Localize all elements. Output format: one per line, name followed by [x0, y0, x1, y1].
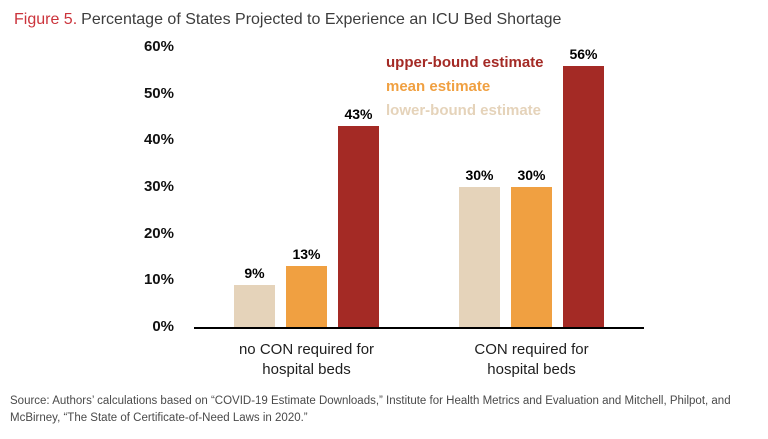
category-label: CON required for hospital beds: [474, 341, 589, 378]
legend-item-mean-estimate: mean estimate: [386, 78, 491, 95]
bar-value-label: 30%: [465, 167, 494, 183]
bar-slot: 30%: [459, 167, 500, 327]
source-note: Source: Authors’ calculations based on “…: [10, 395, 731, 425]
chart-title: Figure 5. Percentage of States Projected …: [0, 0, 768, 30]
y-tick-label: 20%: [143, 224, 174, 242]
bar-cluster: 9% 13% 43%: [234, 47, 379, 327]
bar-mean-estimate: [511, 187, 552, 327]
bar-slot: 9%: [234, 265, 275, 327]
bar-value-label: 43%: [344, 106, 373, 123]
bar-slot: 56%: [563, 46, 604, 327]
bar-chart: 60% 50% 40% 30% 20% 10% 0% upper-bound estimat…: [122, 38, 768, 379]
bar-value-label: 9%: [244, 265, 265, 281]
bar-lower-bound-estimate: [459, 187, 500, 327]
bar-group: 30% 30% 56% CON required for hospital beds: [459, 46, 604, 379]
y-axis: 60% 50% 40% 30% 20% 10% 0%: [122, 38, 184, 335]
bar-groups: 9% 13% 43% no CON required for hospital bed…: [194, 46, 644, 379]
bar-slot: 30%: [511, 167, 552, 327]
x-axis-line: [194, 327, 644, 329]
figure-label: Figure 5.: [14, 11, 78, 28]
bar-group: 9% 13% 43% no CON required for hospital bed…: [234, 47, 379, 379]
y-tick-label: 10%: [143, 271, 174, 289]
legend: upper-bound estimate mean estimate lower-b…: [386, 51, 544, 123]
title-text: Percentage of States Projected to Experi…: [81, 11, 562, 28]
bar-mean-estimate: [286, 266, 327, 327]
y-tick-label: 50%: [143, 84, 174, 102]
y-tick-label: 0%: [152, 318, 174, 335]
plot-area: upper-bound estimate mean estimate lower-b…: [194, 46, 644, 379]
bar-lower-bound-estimate: [234, 285, 275, 327]
bar-upper-bound-estimate: [338, 126, 379, 327]
bar-value-label: 13%: [292, 246, 321, 263]
bar-value-label: 30%: [517, 167, 546, 183]
bar-upper-bound-estimate: [563, 65, 604, 327]
bar-slot: 13%: [286, 246, 327, 327]
y-tick-label: 40%: [143, 131, 174, 149]
bar-slot: 43%: [338, 106, 379, 327]
legend-item-upper-bound-estimate: upper-bound estimate: [386, 54, 544, 71]
y-tick-label: 30%: [143, 178, 174, 195]
y-tick-label: 60%: [143, 38, 174, 55]
category-label: no CON required for hospital beds: [238, 341, 375, 378]
bar-cluster: 30% 30% 56%: [459, 46, 604, 327]
bar-value-label: 56%: [569, 45, 598, 62]
legend-item-lower-bound-estimate: lower-bound estimate: [386, 102, 542, 119]
